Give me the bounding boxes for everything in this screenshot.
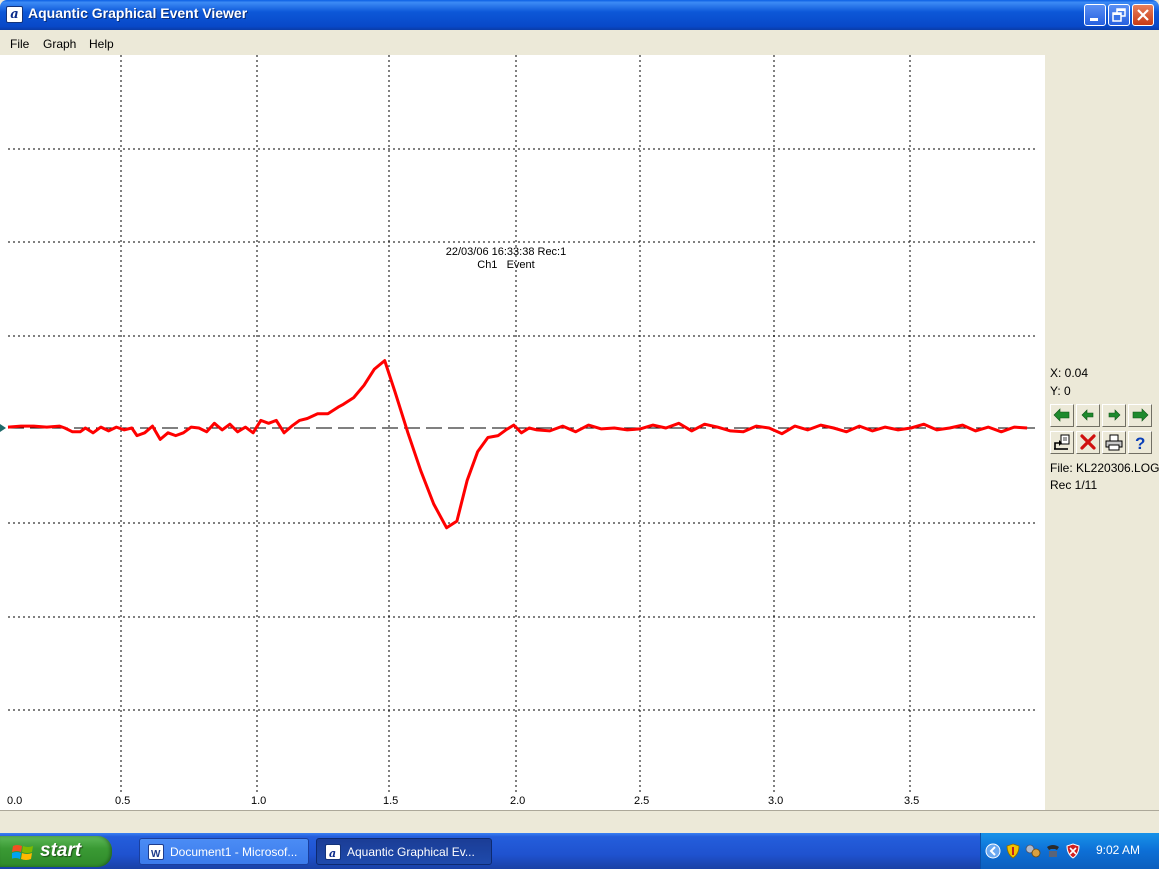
- system-tray: 9:02 AM: [980, 833, 1159, 869]
- restore-button[interactable]: [1108, 4, 1130, 26]
- event-chart[interactable]: 0.0 0.5 1.0 1.5 2.0 2.5 3.0 3.5: [0, 55, 1045, 810]
- start-label: start: [40, 840, 82, 861]
- taskbar: start W Document1 - Microsof... a Aquant…: [0, 833, 1159, 869]
- graph-area[interactable]: 0.0 0.5 1.0 1.5 2.0 2.5 3.0 3.5 22/03/06 16:33:…: [0, 55, 1045, 810]
- taskbar-item-label: Document1 - Microsof...: [170, 845, 298, 859]
- taskbar-item-document1[interactable]: W Document1 - Microsof...: [139, 838, 309, 865]
- title-bar[interactable]: a Aquantic Graphical Event Viewer: [0, 0, 1159, 30]
- svg-text:W: W: [151, 849, 161, 860]
- y-readout: Y: 0: [1050, 384, 1071, 398]
- baseline-marker: [0, 424, 6, 432]
- chart-subtitle: Ch1 Event: [477, 259, 535, 271]
- network-icon[interactable]: [1025, 843, 1041, 859]
- menu-file[interactable]: File: [10, 37, 30, 51]
- x-tick-label: 0.5: [115, 795, 130, 807]
- minimize-button[interactable]: [1084, 4, 1106, 26]
- aquantic-app-icon: a: [325, 844, 341, 860]
- previous-record-icon: [1081, 409, 1094, 421]
- previous-record-button[interactable]: [1076, 404, 1100, 427]
- restore-icon: [1112, 8, 1126, 22]
- svg-text:a: a: [329, 847, 336, 860]
- file-name: File: KL220306.LOG: [1050, 461, 1159, 475]
- menu-help[interactable]: Help: [89, 37, 114, 51]
- x-tick-label: 3.5: [904, 795, 919, 807]
- minimize-icon: [1090, 18, 1098, 21]
- window-title: Aquantic Graphical Event Viewer: [28, 5, 248, 21]
- delete-button[interactable]: [1076, 431, 1100, 454]
- windows-flag-icon: [12, 845, 33, 860]
- x-tick-label: 1.5: [383, 795, 398, 807]
- last-record-button[interactable]: [1128, 404, 1152, 427]
- help-icon: ?: [1135, 434, 1145, 453]
- taskbar-item-aquantic[interactable]: a Aquantic Graphical Ev...: [316, 838, 492, 865]
- event-series-line: [7, 359, 1028, 530]
- taskbar-item-label: Aquantic Graphical Ev...: [347, 845, 475, 859]
- print-button[interactable]: [1102, 431, 1126, 454]
- menu-graph[interactable]: Graph: [43, 37, 77, 51]
- chart-title-block: 22/03/06 16:33:38 Rec:1 Ch1 Event: [396, 246, 616, 272]
- first-record-icon: [1053, 408, 1070, 422]
- phone-icon[interactable]: [1045, 843, 1061, 859]
- menu-bar: File Graph Help: [0, 30, 1159, 54]
- show-hidden-icons-icon[interactable]: [985, 843, 1001, 859]
- help-button[interactable]: ?: [1128, 431, 1152, 454]
- delete-icon: [1080, 434, 1096, 450]
- security-shield-icon[interactable]: [1005, 843, 1021, 859]
- close-button[interactable]: [1132, 4, 1154, 26]
- export-icon: [1054, 434, 1070, 450]
- app-icon[interactable]: a: [6, 6, 23, 23]
- chart-title: 22/03/06 16:33:38 Rec:1: [445, 246, 567, 258]
- svg-text:?: ?: [1135, 434, 1145, 453]
- export-button[interactable]: [1050, 431, 1074, 454]
- record-counter: Rec 1/11: [1050, 478, 1098, 492]
- close-icon: [1137, 9, 1149, 21]
- x-tick-label: 0.0: [7, 795, 22, 807]
- first-record-button[interactable]: [1050, 404, 1074, 427]
- next-record-icon: [1108, 409, 1121, 421]
- x-tick-label: 2.0: [510, 795, 525, 807]
- x-tick-label: 1.0: [251, 795, 266, 807]
- word-document-icon: W: [148, 844, 164, 860]
- x-readout: X: 0.04: [1050, 366, 1089, 380]
- clock: 9:02 AM: [1096, 843, 1141, 857]
- x-tick-label: 3.0: [768, 795, 783, 807]
- x-tick-label: 2.5: [634, 795, 649, 807]
- antivirus-alert-icon[interactable]: [1065, 843, 1081, 859]
- side-panel: X: 0.04 Y: 0: [1045, 55, 1159, 810]
- print-icon: [1105, 434, 1123, 451]
- next-record-button[interactable]: [1102, 404, 1126, 427]
- start-button[interactable]: start: [0, 836, 112, 867]
- status-bar: [0, 810, 1159, 831]
- last-record-icon: [1132, 408, 1149, 422]
